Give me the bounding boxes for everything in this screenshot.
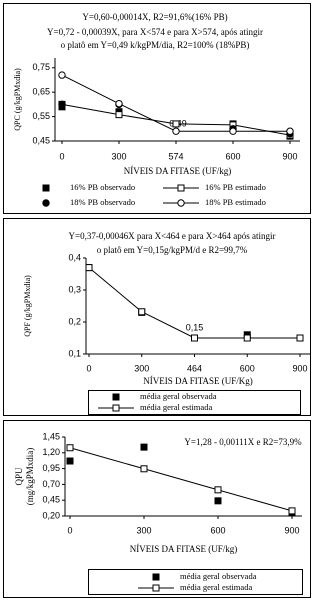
panel-frame [3,3,311,214]
y-tick-label: 0,55 [32,111,50,121]
data-point [229,127,237,135]
legend-marker [177,199,185,207]
y-tick-label: 0,4 [68,252,81,262]
data-point [191,334,198,342]
legend-marker [152,584,160,592]
x-tick-label: 0 [59,151,64,161]
y-tick-label: 1,20 [42,447,60,457]
x-tick-label: 300 [134,363,149,373]
x-tick-label: 900 [284,525,299,535]
legend-label: média geral estimada [140,402,212,412]
legend-marker [42,184,50,192]
data-point [243,334,251,342]
y-tick-label: 0,3 [68,284,81,294]
data-point [286,127,294,135]
y-tick-label: 0,65 [32,87,50,97]
x-tick-label: 574 [168,151,183,161]
annotation: Y=0,60-0,00014X, R2=91,6%(16% PB) [82,12,227,22]
data-point [66,457,74,465]
x-tick-label: 300 [136,525,151,535]
legend-marker [112,393,120,401]
legend-marker [152,573,160,581]
y-tick-label: 0,20 [42,510,60,520]
data-point [115,111,123,119]
y-tick-label: 1,45 [42,431,60,441]
legend-marker [177,184,185,192]
annotation: Y=1,28 - 0,00111X e R2=73,9% [184,437,302,447]
panel-frame [3,218,311,416]
data-point [66,444,74,452]
data-point [214,486,222,494]
annotation: o platô em Y=0,49 k/kgPM/dia, R2=100% (1… [61,40,250,50]
data-point [296,334,304,342]
series-line [69,447,293,512]
data-point [58,71,66,79]
annotation: o platô em Y=0,15g/kgPM/d e R2=99,7% [97,245,248,255]
x-tick-label: 900 [292,363,307,373]
data-point [85,264,93,272]
data-point [138,308,146,316]
legend-label: 18% PB observado [70,197,135,207]
legend-box [88,390,301,415]
x-tick-label: 464 [187,363,202,373]
y-axis-label: QPF (g/kgPMxdia) [23,275,32,337]
x-tick-label: 600 [240,363,255,373]
panel-frame [3,420,311,598]
data-point [115,99,123,108]
legend-marker [42,199,50,207]
x-tick-label: 300 [111,151,126,161]
x-axis-label: NÍVEIS DA FITASE (UF/kg) [124,166,232,176]
y-tick-label: 0,45 [32,135,50,145]
annotation: Y=0,37-0,00046X para X<464 e para X>464 … [69,231,276,241]
x-tick-label: 0 [86,363,91,373]
data-point [172,127,180,135]
y-tick-label: 0,75 [32,62,50,72]
legend-label: média geral observada [180,571,257,581]
legend-label: média geral observada [140,391,217,401]
x-tick-label: 0 [67,525,72,535]
y-axis-label: (mg/kgPMxdia) [25,448,35,506]
legend-label: média geral estimada [180,582,252,592]
y-axis-label: QPC (g/kgPMxdia) [13,68,22,131]
legend-label: 18% PB estimado [205,197,266,207]
data-point [58,100,66,109]
data-point [140,443,148,451]
y-tick-label: 0,70 [42,479,60,489]
y-tick-label: 0,45 [42,495,60,505]
x-tick-label: 600 [210,525,225,535]
y-tick-label: 0,95 [42,463,60,473]
annotation: 0,15 [186,322,204,332]
y-axis-label: QPU [14,467,24,486]
data-point [140,465,148,473]
data-point [214,497,222,505]
x-tick-label: 600 [225,151,240,161]
y-tick-label: 0,1 [68,348,81,358]
x-axis-label: NÍVEIS DA FITASE (UF/kg) [130,544,238,554]
legend-label: 16% PB observado [70,182,135,192]
data-point [288,507,296,515]
legend-marker [112,404,120,412]
legend-box [88,569,303,595]
annotation: Y=0,72 - 0,00039X, para X<574 e para X>5… [47,27,263,37]
x-axis-label: NÍVEIS DA FITASE (UF/Kg) [143,376,253,386]
x-tick-label: 900 [282,151,297,161]
data-point [172,120,180,128]
legend-label: 16% PB estimado [205,182,266,192]
y-tick-label: 0,2 [68,316,81,326]
